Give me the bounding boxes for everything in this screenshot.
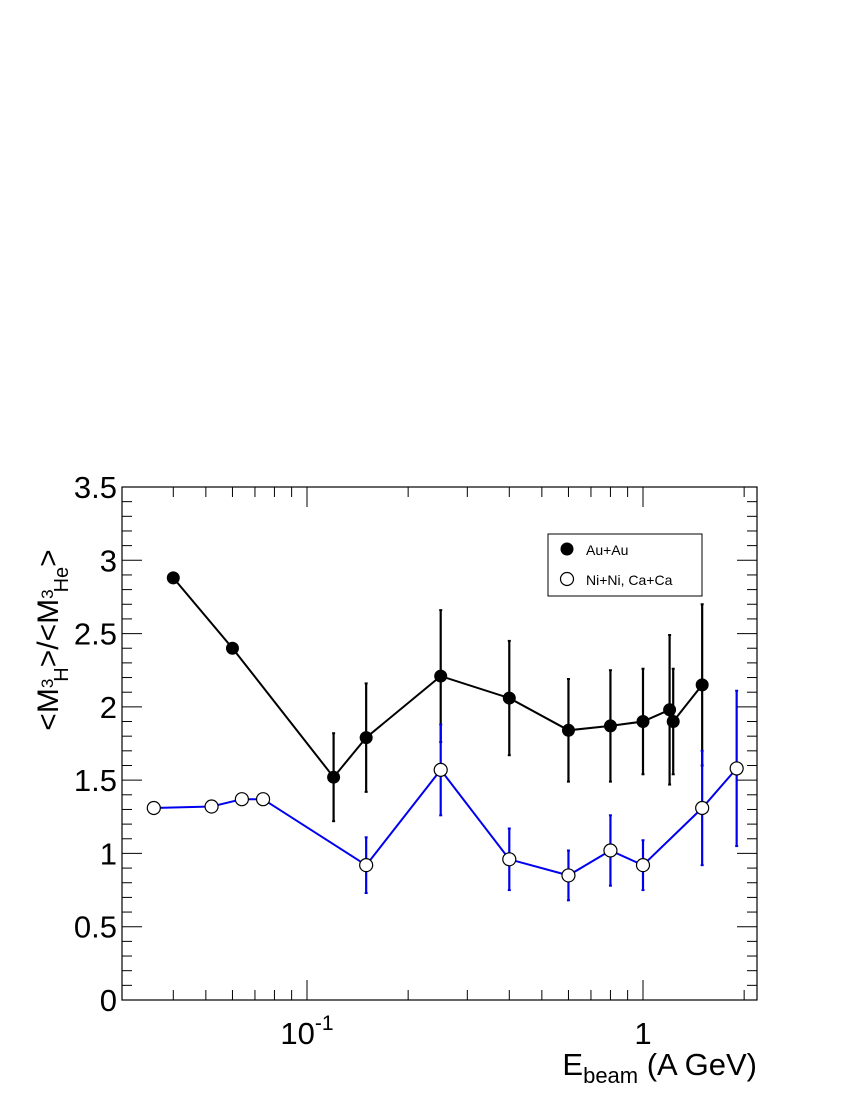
y-tick-label: 1 <box>100 836 117 871</box>
y-title-open: <M <box>32 688 65 731</box>
data-point <box>204 799 219 814</box>
data-point <box>434 669 448 683</box>
x-title-main: E <box>562 1047 583 1082</box>
legend-box <box>547 533 703 597</box>
plot-frame <box>121 486 758 1001</box>
data-point <box>502 691 516 705</box>
data-point <box>635 858 651 873</box>
x-title-rest: (A GeV) <box>638 1047 757 1082</box>
y-title-close: > <box>32 549 65 567</box>
data-point <box>636 715 650 729</box>
y-title-sup-1: 3 <box>38 679 57 688</box>
data-point <box>359 858 374 873</box>
y-tick-label: 0 <box>100 983 117 1018</box>
data-point <box>225 641 239 655</box>
data-point <box>561 723 575 737</box>
y-title-sub-1: H <box>51 667 73 681</box>
y-tick-label: 2 <box>100 690 117 725</box>
series-line <box>153 767 738 877</box>
x-tick-label: 10-1 <box>280 1012 333 1051</box>
data-point <box>663 703 677 717</box>
data-point <box>255 792 271 807</box>
x-tick-base: 10 <box>280 1016 314 1051</box>
y-tick-label: 2.5 <box>74 617 117 652</box>
x-title-sub: beam <box>583 1063 638 1088</box>
data-point <box>695 678 709 692</box>
y-tick-label: 1.5 <box>74 763 117 798</box>
y-tick-label: 3.5 <box>74 470 117 505</box>
data-point <box>603 719 617 733</box>
y-axis-title: <M3H>/<M3He> <box>32 549 73 730</box>
data-point <box>666 715 680 729</box>
data-point <box>561 868 576 883</box>
data-point <box>359 731 373 745</box>
x-tick-label: 1 <box>634 1016 651 1051</box>
legend-marker-au-au <box>560 542 574 556</box>
x-axis-title: Ebeam (A GeV) <box>562 1047 757 1088</box>
data-point <box>234 792 249 807</box>
data-point <box>146 800 161 816</box>
legend-label-au-au: Au+Au <box>586 542 628 558</box>
data-point <box>695 800 710 816</box>
legend-marker-ni-ni-ca-ca <box>559 571 575 587</box>
x-tick-base: 1 <box>634 1016 651 1051</box>
data-point <box>603 843 618 858</box>
data-point <box>166 571 180 585</box>
data-point <box>327 770 341 784</box>
legend: Au+Au Ni+Ni, Ca+Ca <box>547 533 703 597</box>
data-layer <box>146 571 744 902</box>
y-tick-label: 3 <box>100 543 117 578</box>
data-point <box>502 852 517 867</box>
data-point <box>729 761 744 776</box>
series-au-au <box>166 571 709 823</box>
y-title-sup-2: 3 <box>38 589 57 598</box>
y-title-mid: >/<M <box>32 599 65 667</box>
legend-label-ni-ni-ca-ca: Ni+Ni, Ca+Ca <box>586 572 673 588</box>
data-point <box>433 762 448 777</box>
y-tick-label: 0.5 <box>74 910 117 945</box>
series-ni-ni-ca-ca <box>146 689 744 902</box>
axes-layer: 0 0.5 1 1.5 2 2.5 3 3.5 10-1 1 <box>74 470 757 1051</box>
x-tick-exponent: -1 <box>315 1012 334 1035</box>
y-title-sub-2: He <box>51 567 73 593</box>
